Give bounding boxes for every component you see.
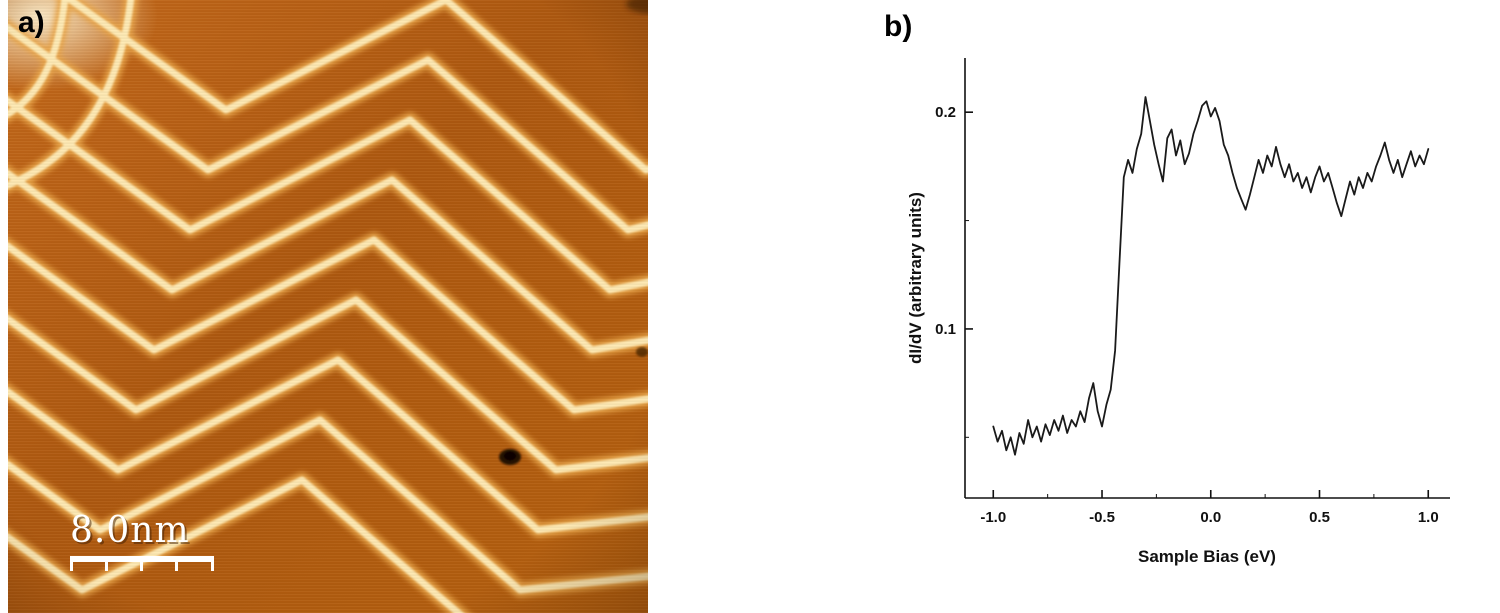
scale-bar-label: 8.0nm (70, 510, 190, 551)
scale-bar-tick (211, 562, 214, 571)
y-axis-title: dI/dV (arbitrary units) (906, 192, 925, 364)
x-tick-label: 0.5 (1309, 509, 1330, 526)
stm-topography-image: 8.0nm 8.0nm (8, 0, 648, 613)
scale-bar-tick (175, 562, 178, 571)
x-tick-label: 0.0 (1200, 509, 1221, 526)
scale-bar-tick (70, 562, 73, 571)
spectrum-chart: -1.0 -0.5 0.0 0.5 1.0 0.1 0.2 Sample Bias (eV)… (906, 58, 1450, 566)
y-tick-label: 0.2 (935, 104, 956, 121)
panel-a-label: a) (18, 6, 45, 39)
chart-axes: -1.0 -0.5 0.0 0.5 1.0 0.1 0.2 (935, 58, 1450, 526)
scale-bar-tick (105, 562, 108, 571)
x-tick-label: 1.0 (1418, 509, 1439, 526)
y-tick-label: 0.1 (935, 321, 956, 338)
scale-bar: 8.0nm 8.0nm (70, 510, 214, 571)
stm-defect-spot (499, 449, 521, 465)
scale-bar-line (70, 556, 214, 562)
spectrum-data-line (992, 96, 1430, 456)
stm-vignette (8, 0, 648, 613)
panel-b-label: b) (884, 10, 913, 43)
x-axis-title: Sample Bias (eV) (1138, 547, 1276, 566)
x-tick-label: -1.0 (980, 509, 1006, 526)
scale-bar-label-shadow: 8.0nm (72, 512, 192, 553)
stm-small-defect (636, 347, 648, 357)
scale-bar-tick (140, 562, 143, 571)
x-tick-label: -0.5 (1089, 509, 1115, 526)
stm-topright-dark-patch (626, 0, 648, 14)
